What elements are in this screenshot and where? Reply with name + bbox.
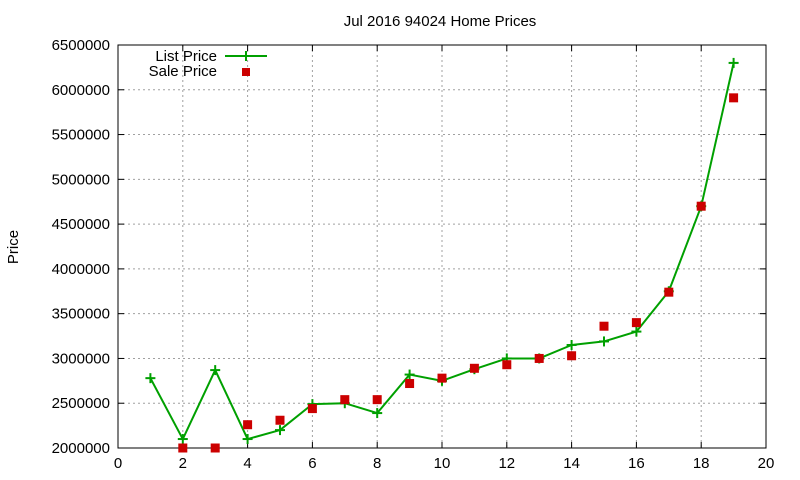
sale-price-point [502, 360, 512, 370]
list-price-point [566, 340, 577, 351]
legend-label-sale-price: Sale Price [149, 63, 217, 80]
sale-price-point [599, 321, 609, 331]
x-tick-label: 2 [179, 455, 187, 472]
sale-price-point [372, 395, 382, 405]
x-tick-label: 4 [243, 455, 251, 472]
list-price-point [728, 57, 739, 68]
legend-swatch-sale-price [242, 68, 250, 76]
y-tick-label: 6000000 [52, 82, 110, 99]
x-tick-label: 10 [434, 455, 451, 472]
sale-price-point [729, 93, 739, 103]
x-tick-label: 8 [373, 455, 381, 472]
chart-title: Jul 2016 94024 Home Prices [344, 13, 537, 30]
x-tick-label: 0 [114, 455, 122, 472]
x-tick-label: 16 [628, 455, 645, 472]
y-tick-label: 3500000 [52, 306, 110, 323]
legend-label-list-price: List Price [155, 48, 217, 65]
series-sale-price [178, 93, 739, 453]
y-axis-label: Price [5, 230, 22, 264]
x-tick-label: 20 [758, 455, 775, 472]
sale-price-point [664, 287, 674, 297]
y-tick-label: 2500000 [52, 395, 110, 412]
y-tick-label: 2000000 [52, 440, 110, 457]
list-price-point [599, 336, 609, 347]
list-price-point [177, 434, 188, 445]
grid-lines [118, 45, 766, 448]
sale-price-point [243, 420, 253, 430]
list-price-point [404, 369, 415, 380]
x-tick-label: 18 [693, 455, 710, 472]
list-price-point [145, 373, 156, 384]
x-tick-label: 6 [308, 455, 316, 472]
sale-price-point [405, 379, 415, 389]
y-tick-label: 6500000 [52, 37, 110, 54]
x-tick-label: 12 [498, 455, 515, 472]
sale-price-point [469, 363, 479, 373]
legend: List Price Sale Price [149, 48, 267, 80]
sale-price-point [340, 395, 350, 405]
y-tick-label: 4000000 [52, 261, 110, 278]
sale-price-point [631, 318, 641, 328]
sale-price-point [275, 415, 285, 425]
sale-price-point [567, 351, 577, 361]
list-price-point [275, 425, 285, 436]
y-tick-label: 5000000 [52, 171, 110, 188]
sale-price-point [210, 443, 220, 453]
list-price-point [242, 434, 253, 445]
list-price-point [210, 365, 221, 376]
list-price-point [372, 408, 383, 419]
y-tick-label: 3000000 [52, 350, 110, 367]
x-tick-label: 14 [563, 455, 580, 472]
sale-price-point [178, 443, 188, 453]
sale-price-point [534, 353, 544, 363]
sale-price-point [696, 201, 706, 211]
y-tick-label: 5500000 [52, 127, 110, 144]
y-tick-label: 4500000 [52, 216, 110, 233]
axis-ticks: 0 2 4 6 8 10 12 14 16 18 20 2000000 2500000 3000000 35… [52, 37, 775, 472]
list-price-point [631, 326, 642, 337]
sale-price-point [307, 404, 317, 414]
legend-swatch-list-price [225, 51, 267, 61]
sale-price-point [437, 373, 447, 383]
